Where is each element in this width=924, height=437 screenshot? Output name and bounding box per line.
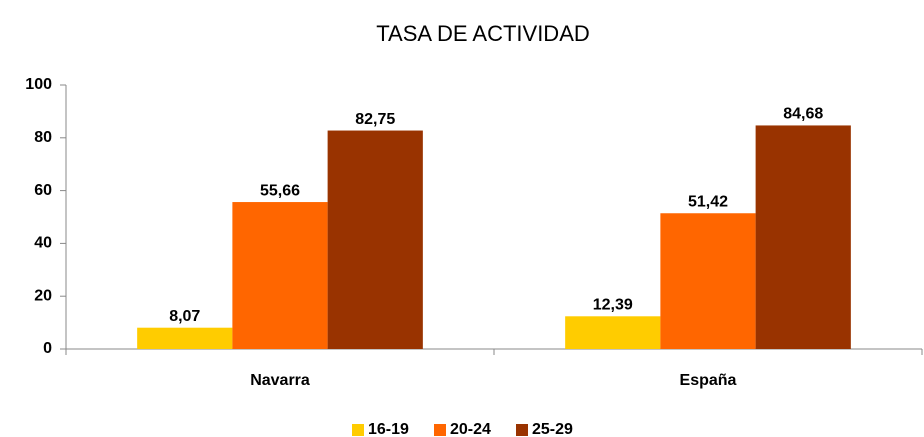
x-tick-label: Navarra [250,372,310,389]
data-label: 84,68 [783,106,823,123]
bar [755,125,851,350]
y-tick-label: 60 [34,182,52,199]
legend-label: 20-24 [450,421,491,437]
y-tick-label: 100 [25,76,52,93]
legend-swatch [352,424,364,436]
data-label: 51,42 [688,193,728,210]
data-label: 82,75 [355,111,395,128]
x-tick-label: España [680,372,737,389]
y-tick-label: 0 [43,340,52,357]
bar [565,316,661,349]
legend-label: 25-29 [532,421,573,437]
legend-swatch [434,424,446,436]
y-tick-label: 80 [34,129,52,146]
bar [660,213,756,349]
bar [137,327,233,349]
data-label: 55,66 [260,182,300,199]
bar [232,202,328,349]
bar [327,130,423,349]
y-tick-label: 40 [34,235,52,252]
legend-swatch [516,424,528,436]
chart-title: TASA DE ACTIVIDAD [376,21,590,46]
data-label: 8,07 [169,308,200,325]
legend-label: 16-19 [368,421,409,437]
data-label: 12,39 [593,297,633,314]
y-tick-label: 20 [34,287,52,304]
